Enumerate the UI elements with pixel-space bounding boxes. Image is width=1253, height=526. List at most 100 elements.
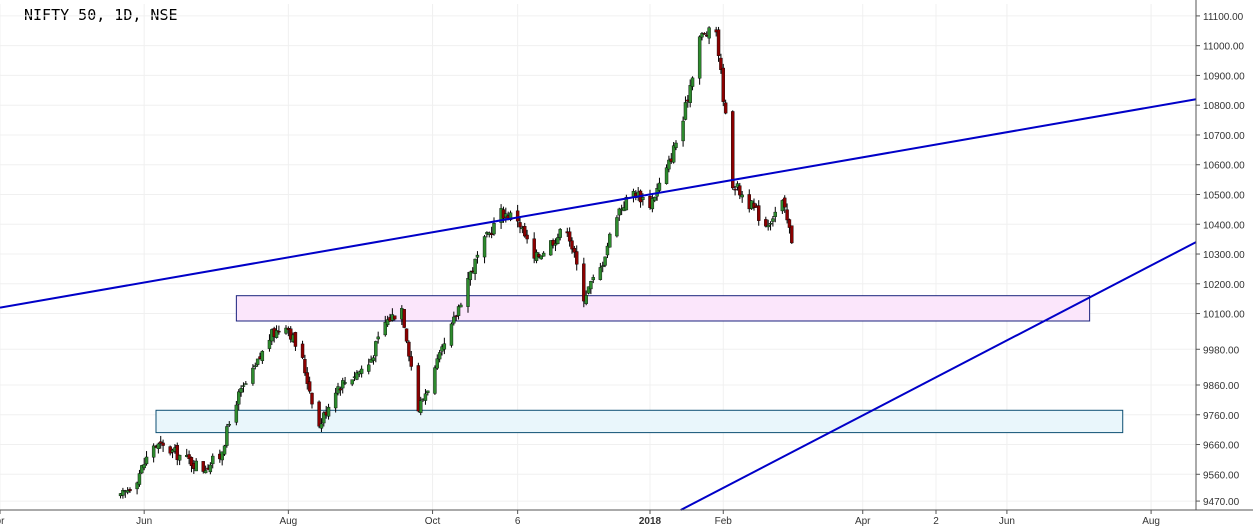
candle-body bbox=[407, 341, 411, 357]
x-tick-label: Aug bbox=[1142, 516, 1160, 526]
candle-body bbox=[768, 222, 773, 225]
candle-body bbox=[473, 258, 477, 274]
candle-body bbox=[570, 240, 574, 250]
candle-body bbox=[303, 359, 307, 374]
candle-body bbox=[504, 213, 508, 218]
candle-body bbox=[664, 167, 669, 184]
y-tick-label: 10400.00 bbox=[1203, 220, 1245, 231]
candle-body bbox=[567, 231, 572, 242]
candle-body bbox=[175, 445, 179, 460]
candle-body bbox=[723, 102, 728, 114]
x-tick-label: 6 bbox=[515, 516, 521, 526]
candle-body bbox=[277, 330, 281, 333]
candle-body bbox=[773, 211, 777, 217]
candle-body bbox=[667, 159, 671, 170]
candle-body bbox=[697, 36, 702, 79]
candle-body bbox=[211, 455, 215, 465]
candle-body bbox=[700, 33, 704, 38]
candle-body bbox=[783, 197, 787, 208]
x-tick-label: 2018 bbox=[639, 516, 662, 526]
candle-body bbox=[674, 142, 678, 148]
candle-body bbox=[159, 441, 163, 444]
candle-body bbox=[653, 196, 657, 201]
candle-body bbox=[556, 237, 560, 244]
candle-body bbox=[482, 236, 487, 258]
candle-body bbox=[201, 461, 205, 472]
candle-body bbox=[468, 271, 473, 281]
candle-body bbox=[624, 196, 629, 211]
candle-body bbox=[442, 343, 447, 350]
candle-body bbox=[454, 315, 458, 317]
candle-body bbox=[582, 263, 586, 302]
candle-body bbox=[156, 443, 161, 449]
candle-body bbox=[237, 391, 241, 405]
candle-body bbox=[681, 120, 685, 142]
candle-body bbox=[255, 358, 260, 365]
candle-body bbox=[383, 322, 387, 336]
x-tick-label: Jun bbox=[136, 516, 152, 526]
candle-body bbox=[121, 490, 125, 496]
candle-body bbox=[239, 388, 243, 393]
candle-body bbox=[189, 457, 194, 466]
candle-body bbox=[586, 286, 591, 294]
candle-body bbox=[757, 205, 761, 221]
candle-body bbox=[735, 183, 740, 188]
candle-body bbox=[731, 111, 735, 189]
candle-body bbox=[785, 209, 789, 221]
candle-body bbox=[203, 470, 208, 474]
candle-body bbox=[733, 188, 737, 191]
candle-body bbox=[584, 295, 588, 304]
candle-body bbox=[393, 315, 397, 320]
candle-body bbox=[641, 197, 645, 200]
x-tick-label: Aug bbox=[279, 516, 297, 526]
candle-body bbox=[208, 464, 213, 473]
candle-body bbox=[274, 330, 279, 338]
y-tick-label: 10900.00 bbox=[1203, 71, 1245, 82]
candle-body bbox=[225, 426, 229, 446]
y-tick-label: 10100.00 bbox=[1203, 310, 1245, 321]
candle-body bbox=[738, 185, 742, 196]
candle-body bbox=[416, 365, 421, 412]
candle-body bbox=[615, 217, 619, 237]
trendline-2 bbox=[680, 241, 1197, 511]
candle-body bbox=[234, 404, 239, 423]
zones bbox=[155, 295, 1124, 434]
candle-body bbox=[492, 223, 496, 235]
candle-body bbox=[764, 219, 768, 227]
candle-body bbox=[787, 219, 792, 228]
y-tick-label: 9660.00 bbox=[1203, 441, 1240, 452]
x-tick-label: pr bbox=[0, 516, 5, 526]
candle-body bbox=[558, 229, 562, 238]
candle-body bbox=[688, 85, 692, 103]
candle-body bbox=[385, 319, 390, 326]
candle-body bbox=[343, 382, 347, 384]
trendline-1 bbox=[0, 98, 1197, 309]
candle-body bbox=[702, 33, 707, 35]
candle-body bbox=[404, 328, 409, 342]
candle-body bbox=[333, 392, 338, 409]
candle-body bbox=[572, 248, 577, 253]
resistance-zone bbox=[235, 295, 1091, 322]
candle-body bbox=[289, 328, 293, 340]
candle-body bbox=[690, 77, 695, 87]
candle-body bbox=[617, 208, 621, 216]
candle-body bbox=[515, 210, 520, 222]
y-tick-label: 10200.00 bbox=[1203, 280, 1245, 291]
candle-body bbox=[293, 332, 298, 347]
candle-body bbox=[402, 309, 406, 328]
candles bbox=[118, 26, 794, 499]
y-tick-label: 10600.00 bbox=[1203, 161, 1245, 172]
candle-body bbox=[605, 245, 610, 256]
candle-body bbox=[601, 265, 605, 267]
candle-body bbox=[475, 254, 480, 258]
candle-body bbox=[766, 224, 770, 228]
candle-body bbox=[435, 358, 439, 369]
x-tick-label: Feb bbox=[715, 516, 733, 526]
candle-body bbox=[518, 222, 522, 228]
y-tick-label: 10800.00 bbox=[1203, 101, 1245, 112]
candle-body bbox=[267, 339, 272, 349]
grid-lines bbox=[0, 4, 1196, 510]
candle-body bbox=[752, 202, 756, 208]
candle-body bbox=[449, 323, 454, 346]
